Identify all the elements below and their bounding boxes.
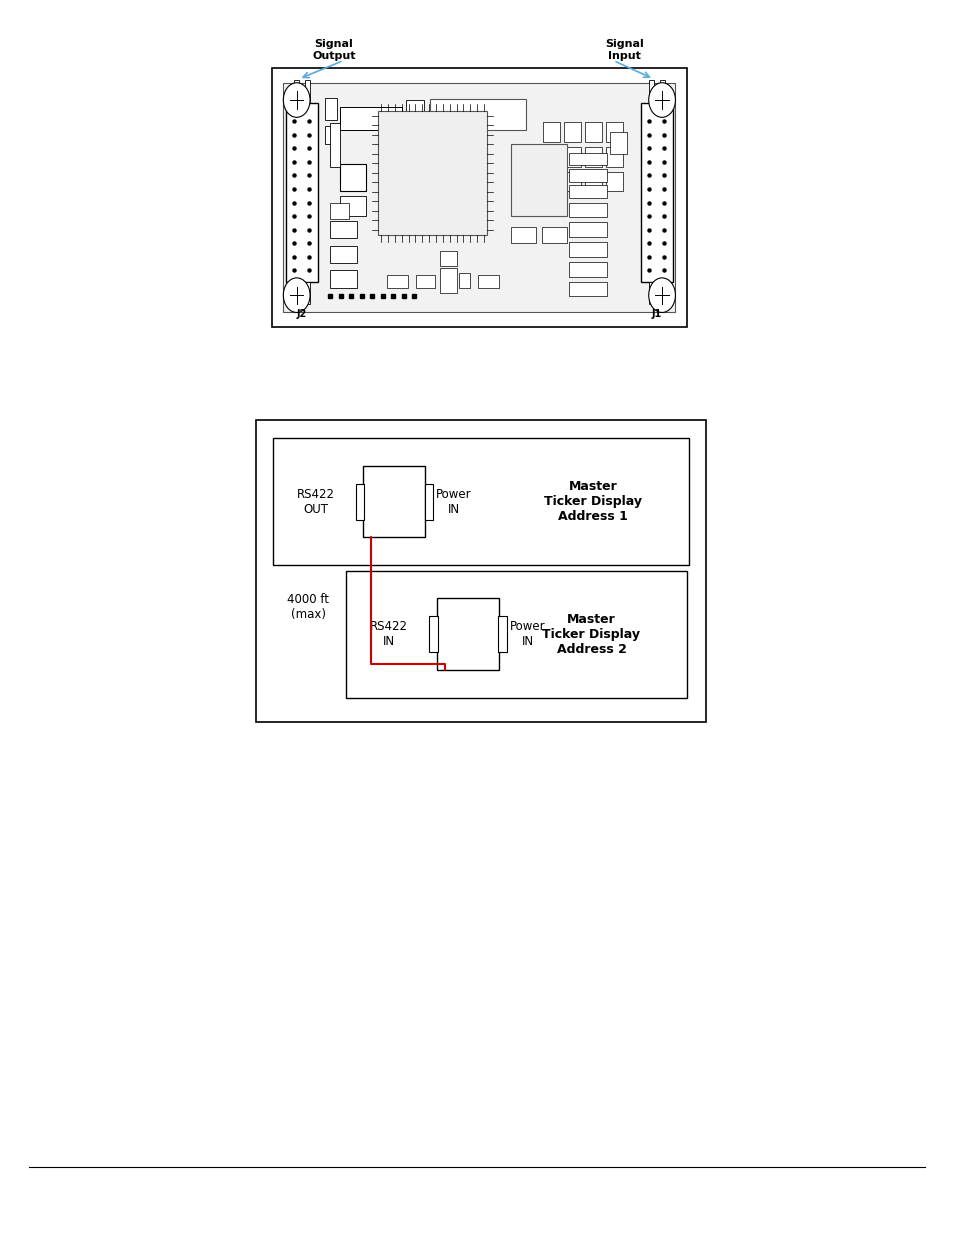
Bar [542, 122, 559, 142]
Bar [363, 466, 425, 537]
Bar [339, 196, 366, 216]
Bar [584, 147, 601, 167]
Bar [659, 282, 664, 304]
Text: Master
Ticker Display
Address 2: Master Ticker Display Address 2 [542, 613, 639, 656]
Circle shape [283, 278, 310, 312]
Bar [563, 172, 580, 191]
Bar [436, 599, 498, 671]
Bar [568, 169, 606, 182]
Bar [294, 282, 298, 304]
Circle shape [283, 83, 310, 117]
Bar [429, 616, 437, 652]
Bar [330, 203, 349, 219]
Bar [477, 275, 498, 288]
Text: Power
IN: Power IN [509, 620, 545, 648]
Bar [406, 100, 423, 120]
Bar [387, 152, 408, 164]
Text: J1: J1 [651, 309, 661, 319]
Bar [659, 80, 664, 103]
Bar [430, 99, 525, 130]
Bar [377, 111, 487, 235]
Bar [511, 144, 566, 216]
Bar [563, 122, 580, 142]
Bar [272, 68, 686, 327]
Bar [439, 251, 456, 266]
Bar [439, 268, 456, 293]
Bar [416, 275, 435, 288]
Bar [568, 203, 606, 217]
Text: Power
IN: Power IN [436, 488, 472, 515]
Bar [387, 275, 408, 288]
Text: RS422
IN: RS422 IN [370, 620, 408, 648]
Bar [568, 242, 606, 257]
Bar [568, 185, 606, 198]
Bar [330, 124, 339, 167]
Text: RS422
OUT: RS422 OUT [296, 488, 335, 515]
Text: Master
Ticker Display
Address 1: Master Ticker Display Address 1 [544, 480, 641, 524]
Bar [286, 103, 317, 282]
Bar [605, 147, 622, 167]
Bar [330, 221, 356, 238]
Bar [497, 616, 506, 652]
Bar [387, 196, 408, 209]
Text: Signal
Input: Signal Input [605, 40, 643, 61]
Bar [355, 484, 364, 520]
Bar [609, 132, 626, 154]
Bar [325, 98, 336, 120]
Bar [568, 153, 606, 165]
Circle shape [648, 83, 675, 117]
Bar [339, 164, 366, 191]
Bar [255, 420, 705, 722]
Bar [305, 80, 310, 103]
Bar [387, 174, 408, 186]
Bar [568, 262, 606, 277]
Bar [305, 282, 310, 304]
Bar [294, 80, 298, 103]
Bar [541, 227, 566, 243]
Bar [273, 438, 688, 566]
Bar [648, 80, 653, 103]
Text: Signal
Output: Signal Output [312, 40, 355, 61]
Bar [605, 172, 622, 191]
Bar [640, 103, 672, 282]
Bar [605, 122, 622, 142]
Bar [330, 246, 356, 263]
Bar [346, 571, 686, 698]
Circle shape [648, 278, 675, 312]
Bar [511, 227, 536, 243]
Bar [542, 172, 559, 191]
Text: J2: J2 [296, 309, 307, 319]
Bar [584, 172, 601, 191]
Bar [325, 126, 336, 144]
Bar [542, 147, 559, 167]
Bar [424, 484, 433, 520]
Bar [563, 147, 580, 167]
Bar [458, 273, 470, 288]
Bar [330, 270, 356, 288]
Text: 4000 ft
(max): 4000 ft (max) [287, 594, 329, 621]
Bar [339, 107, 401, 130]
Bar [648, 282, 653, 304]
Bar [568, 222, 606, 237]
Bar [584, 122, 601, 142]
Bar [568, 282, 606, 296]
Bar [283, 83, 675, 312]
